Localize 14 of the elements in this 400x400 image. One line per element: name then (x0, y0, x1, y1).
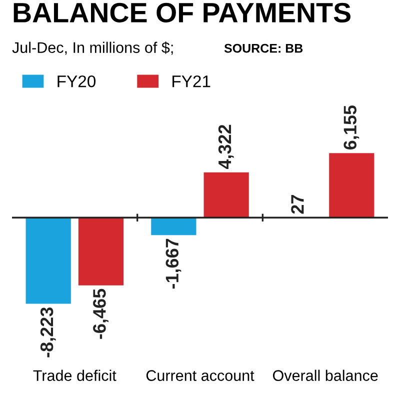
source-note: SOURCE: BB (224, 44, 303, 53)
data-label: 27 (291, 195, 304, 214)
data-label: -6,465 (93, 288, 108, 339)
data-label: 6,155 (344, 105, 360, 150)
x-tick-label: Trade deficit (33, 370, 116, 381)
chart-subtitle: Jul-Dec, In millions of $; (12, 42, 173, 55)
legend-label: FY20 (58, 75, 96, 88)
data-label: 4,322 (218, 124, 234, 170)
x-tick-label: Current account (146, 370, 254, 381)
data-label: -1,667 (166, 238, 182, 289)
chart-title: BALANCE OF PAYMENTS (14, 2, 350, 23)
legend-label: FY21 (172, 75, 210, 88)
data-label: -8,223 (40, 307, 56, 358)
x-tick-label: Overall balance (272, 370, 378, 381)
